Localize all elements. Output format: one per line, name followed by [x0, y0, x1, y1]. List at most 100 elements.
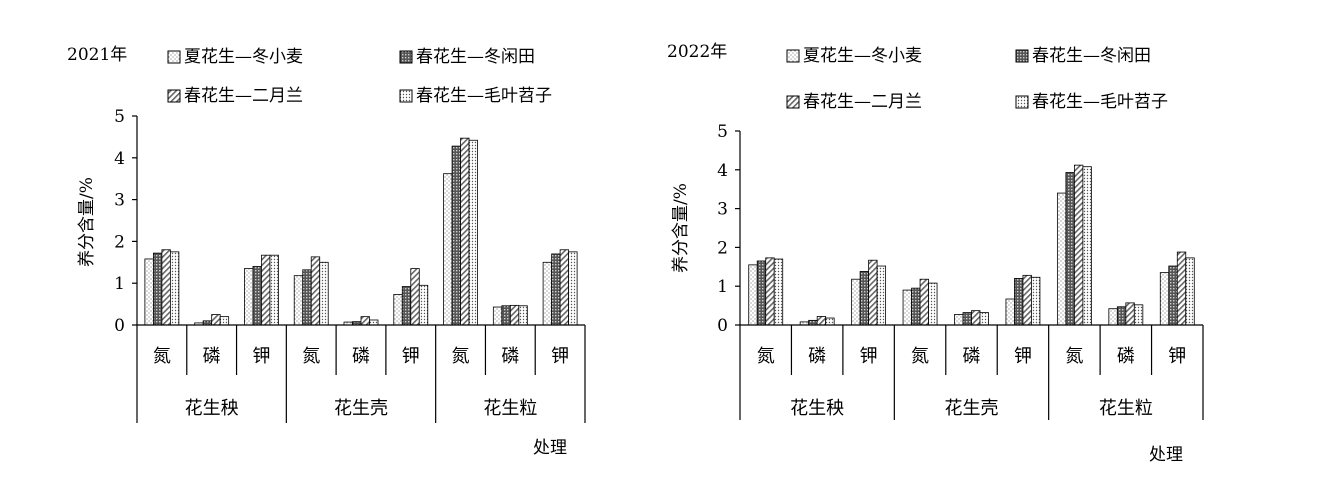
bar — [244, 268, 254, 326]
legend-swatch — [1015, 95, 1029, 109]
y-tick-label: 1 — [717, 277, 728, 297]
legend-label: 春花生—二月兰 — [184, 86, 303, 106]
bar — [971, 310, 981, 326]
bar — [492, 306, 503, 326]
bar — [1108, 308, 1118, 326]
chart-title: 2022年 — [667, 42, 727, 62]
bar — [568, 251, 578, 326]
bar — [252, 266, 262, 326]
legend-swatch — [167, 89, 181, 103]
bar — [418, 284, 429, 326]
y-tick-label: 5 — [114, 107, 125, 127]
bar — [410, 268, 420, 326]
bar — [868, 259, 878, 326]
bar — [962, 312, 972, 326]
y-tick-label: 2 — [114, 232, 125, 252]
chart-panel-2021: 2021年 夏花生—冬小麦 春花生—冬闲田 春花生—二月兰 春花生—毛叶苕子 养… — [67, 45, 586, 458]
y-tick-label: 4 — [114, 149, 125, 169]
y-tick-label: 2 — [717, 238, 728, 258]
bar — [310, 256, 321, 326]
bar — [1116, 306, 1127, 326]
bar — [152, 252, 163, 326]
bar — [954, 314, 964, 326]
bar — [559, 249, 570, 326]
bar — [1168, 265, 1178, 326]
legend-label: 春花生—二月兰 — [803, 92, 922, 112]
bar — [401, 286, 412, 326]
bar — [979, 312, 989, 326]
x-tick-label: 磷 — [501, 346, 519, 367]
y-tick-label: 0 — [717, 316, 728, 336]
x-tick-label: 钾 — [402, 346, 420, 367]
x-group-label: 花生秧 — [790, 398, 844, 419]
bar — [765, 257, 775, 326]
chart-title: 2021年 — [67, 45, 127, 65]
bar — [551, 253, 561, 326]
y-axis-label: 养分含量/% — [77, 177, 97, 267]
y-axis-label: 养分含量/% — [671, 183, 691, 273]
bar — [302, 269, 312, 326]
bar — [1073, 164, 1084, 326]
legend-label: 春花生—毛叶苕子 — [1032, 92, 1168, 112]
bar — [1014, 278, 1024, 326]
legend-label: 夏花生—冬小麦 — [184, 47, 303, 67]
bar — [808, 319, 818, 326]
bar — [293, 275, 304, 326]
bar — [443, 173, 453, 326]
y-tick-label: 3 — [114, 191, 125, 211]
bar — [161, 249, 171, 326]
x-tick-label: 氮 — [911, 346, 929, 367]
bar — [319, 261, 329, 326]
bar — [756, 260, 767, 326]
bar — [269, 254, 279, 326]
x-tick-label: 磷 — [352, 346, 370, 367]
bar — [369, 319, 379, 326]
bar — [1176, 251, 1187, 326]
legend-swatch — [399, 50, 413, 64]
x-tick-label: 氮 — [452, 346, 470, 367]
legend-label: 春花生—冬闲田 — [416, 47, 535, 67]
legend: 夏花生—冬小麦 春花生—冬闲田 春花生—二月兰 春花生—毛叶苕子 — [167, 47, 552, 106]
bar — [1185, 257, 1195, 326]
legend-label: 夏花生—冬小麦 — [803, 46, 922, 66]
bar — [1056, 192, 1067, 326]
bar — [393, 294, 403, 326]
bar — [202, 320, 213, 326]
x-group-label: 花生秧 — [185, 398, 239, 419]
x-tick-label: 磷 — [963, 346, 981, 367]
bar — [1005, 298, 1015, 326]
chart-panel-2022: 2022年 夏花生—冬小麦 春花生—冬闲田 春花生—二月兰 春花生—毛叶苕子 养… — [667, 42, 1204, 465]
y-tick-label: 0 — [114, 316, 125, 336]
x-tick-label: 磷 — [203, 346, 221, 367]
x-tick-label: 磷 — [808, 346, 826, 367]
bar — [1159, 272, 1170, 326]
bar — [360, 316, 370, 326]
legend-label: 春花生—毛叶苕子 — [416, 86, 552, 106]
legend-swatch — [399, 89, 413, 103]
y-tick-label: 1 — [114, 274, 125, 294]
bar — [1133, 304, 1144, 326]
bar — [261, 254, 271, 326]
bar — [211, 314, 221, 326]
bar — [219, 316, 230, 326]
legend-swatch — [786, 49, 800, 63]
bar — [876, 265, 887, 326]
x-tick-label: 氮 — [1065, 346, 1083, 367]
bar — [1031, 276, 1041, 326]
bar — [1125, 302, 1135, 326]
bar — [509, 304, 520, 326]
x-tick-label: 钾 — [252, 346, 270, 367]
x-tick-label: 氮 — [757, 346, 775, 367]
x-tick-label: 钾 — [1168, 346, 1186, 367]
bar — [518, 305, 528, 326]
bar — [1082, 166, 1092, 326]
x-tick-label: 氮 — [302, 346, 320, 367]
x-axis-label: 处理 — [1149, 445, 1183, 465]
legend-swatch — [167, 50, 181, 64]
x-tick-label: 钾 — [860, 346, 878, 367]
x-tick-label: 钾 — [1014, 346, 1032, 367]
x-tick-label: 氮 — [153, 346, 171, 367]
